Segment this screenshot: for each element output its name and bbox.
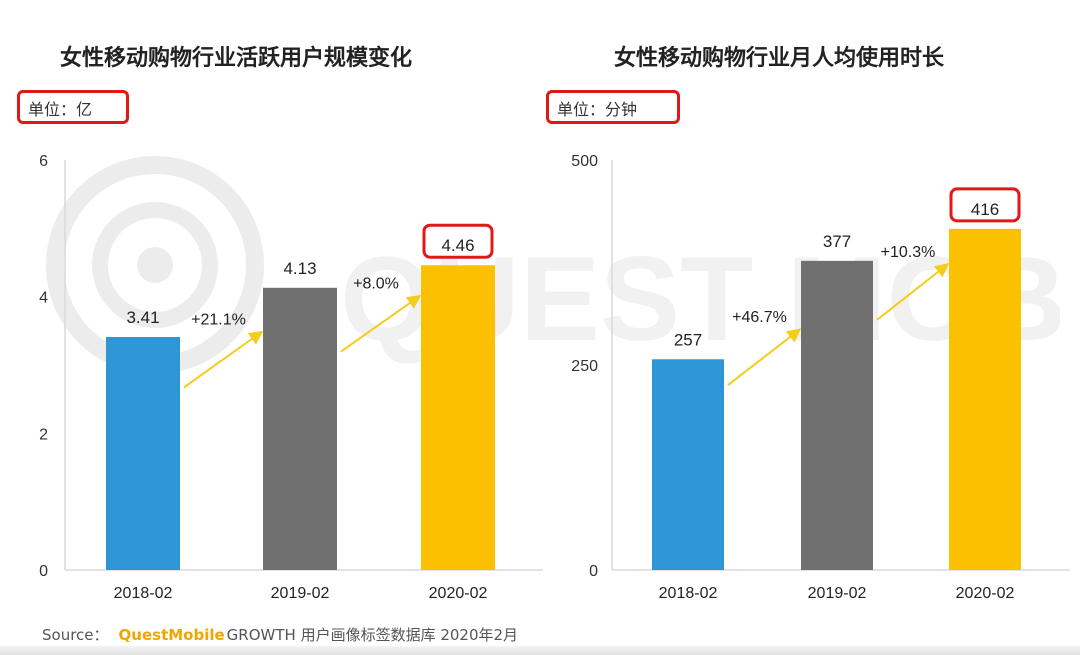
y-tick-label: 0 [589,563,598,580]
category-label: 2018-02 [659,585,718,602]
source-label: Source： [42,626,109,644]
growth-arrow [183,330,264,389]
y-tick-label: 4 [39,290,48,307]
source-text: GROWTH 用户画像标签数据库 2020年2月 [226,626,519,644]
value-label: 377 [823,232,851,251]
category-label: 2020-02 [956,585,1015,602]
growth-label: +8.0% [353,276,399,293]
y-tick-label: 0 [39,563,48,580]
y-tick-label: 2 [39,426,48,443]
y-tick-label: 250 [571,358,598,375]
value-label: 257 [674,330,702,349]
category-label: 2018-02 [114,585,173,602]
right-unit-label: 单位：分钟 [546,90,680,124]
value-label: 416 [971,200,999,219]
bar-2020-02 [421,265,495,570]
bar-2019-02 [801,260,873,570]
bar-2018-02 [652,359,724,570]
category-label: 2020-02 [429,585,488,602]
growth-arrow [727,328,802,386]
bottom-shadow [0,646,1080,655]
growth-label: +46.7% [732,309,787,326]
left-unit-label: 单位：亿 [17,90,129,124]
highlight-box [422,223,494,259]
y-tick-label: 500 [571,153,598,170]
bar-2020-02 [949,228,1021,570]
right-chart-title: 女性移动购物行业月人均使用时长 [614,46,945,71]
highlight-box [949,187,1021,223]
bar-2019-02 [263,287,337,570]
growth-label: +21.1% [191,311,246,328]
bar-2018-02 [106,336,180,570]
growth-label: +10.3% [881,244,936,261]
growth-arrow [876,263,950,321]
source-footer: Source： QuestMobile GROWTH 用户画像标签数据库 2020年… [42,624,518,645]
left-chart-title: 女性移动购物行业活跃用户规模变化 [60,46,413,71]
value-label: 4.13 [283,259,316,278]
value-label: 3.41 [126,308,159,327]
growth-arrow [340,294,422,353]
category-label: 2019-02 [808,585,867,602]
left-bar-chart: 0 2 4 6 3.41 2018-02 4.13 2019-02 4.46 2020-02 +21… [39,153,543,602]
value-label: 4.46 [441,236,474,255]
category-label: 2019-02 [271,585,330,602]
y-tick-label: 6 [39,153,48,170]
right-bar-chart: 0 250 500 257 2018-02 377 2019-02 416 2020-02 +46… [571,153,1070,602]
brand-name: QuestMobile [118,626,225,644]
